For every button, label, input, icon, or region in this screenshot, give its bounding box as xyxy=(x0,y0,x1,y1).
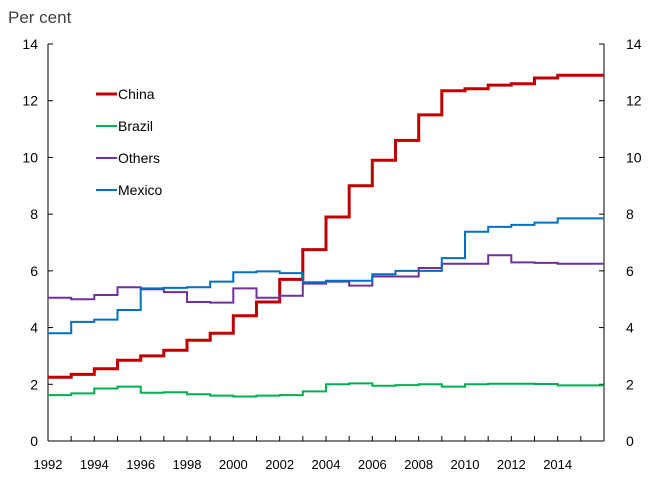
left-y-tick-label: 12 xyxy=(22,93,38,109)
x-tick-label: 1994 xyxy=(80,457,109,472)
right-y-tick-label: 6 xyxy=(626,263,634,279)
x-tick-label: 1998 xyxy=(173,457,202,472)
left-y-tick-label: 2 xyxy=(30,376,38,392)
x-tick-label: 2006 xyxy=(358,457,387,472)
right-y-tick-label: 4 xyxy=(626,320,634,336)
x-tick-label: 1992 xyxy=(34,457,63,472)
left-y-tick-label: 6 xyxy=(30,263,38,279)
legend-label-others: Others xyxy=(118,150,160,166)
x-tick-label: 1996 xyxy=(126,457,155,472)
x-tick-label: 2012 xyxy=(497,457,526,472)
series-line-brazil xyxy=(48,382,604,398)
x-tick-label: 2014 xyxy=(543,457,572,472)
series-line-others xyxy=(48,254,604,304)
left-y-tick-label: 0 xyxy=(30,433,38,449)
series-line-china xyxy=(48,73,604,379)
series-line-mexico xyxy=(48,217,604,335)
x-tick-label: 2010 xyxy=(451,457,480,472)
legend-label-brazil: Brazil xyxy=(118,118,153,134)
left-y-tick-label: 10 xyxy=(22,149,38,165)
y-axis-unit-label: Per cent xyxy=(8,8,72,27)
x-tick-label: 2008 xyxy=(404,457,433,472)
right-y-tick-label: 8 xyxy=(626,206,634,222)
right-y-tick-label: 2 xyxy=(626,376,634,392)
x-tick-label: 2000 xyxy=(219,457,248,472)
legend-label-mexico: Mexico xyxy=(118,182,163,198)
x-tick-label: 2004 xyxy=(312,457,341,472)
right-y-tick-label: 12 xyxy=(626,93,642,109)
right-y-tick-label: 14 xyxy=(626,36,642,52)
left-y-tick-label: 8 xyxy=(30,206,38,222)
right-y-tick-label: 10 xyxy=(626,149,642,165)
left-y-tick-label: 4 xyxy=(30,320,38,336)
x-tick-label: 2002 xyxy=(265,457,294,472)
left-y-tick-label: 14 xyxy=(22,36,38,52)
right-y-tick-label: 0 xyxy=(626,433,634,449)
legend-label-china: China xyxy=(118,86,155,102)
